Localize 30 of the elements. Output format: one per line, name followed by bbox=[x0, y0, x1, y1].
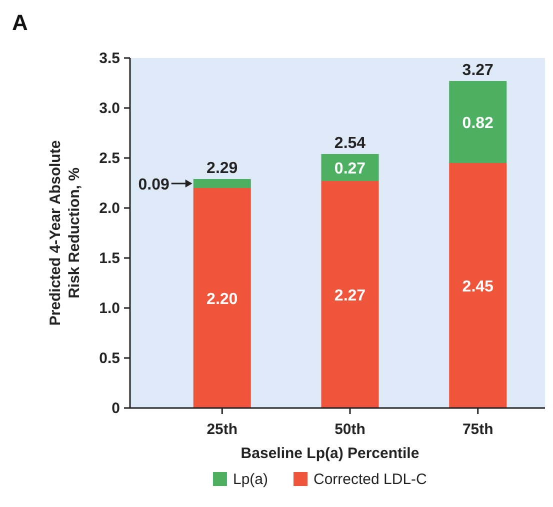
legend-label: Corrected LDL-C bbox=[314, 471, 428, 488]
bar bbox=[449, 81, 507, 163]
x-tick-label: 50th bbox=[334, 421, 366, 438]
data-label: 0.82 bbox=[462, 115, 494, 132]
y-tick-label: 0.5 bbox=[99, 350, 120, 367]
legend-label: Lp(a) bbox=[233, 471, 268, 488]
bar bbox=[321, 154, 379, 181]
y-tick-label: 0 bbox=[112, 400, 120, 417]
data-label: 2.27 bbox=[334, 288, 366, 304]
y-tick-label: 1.5 bbox=[99, 250, 120, 267]
y-axis-title: Predicted 4-Year Absolute Risk Reduction, % bbox=[47, 140, 83, 326]
x-tick-label: 25th bbox=[206, 421, 238, 438]
y-tick-label: 1.0 bbox=[99, 300, 120, 317]
data-label: 0.27 bbox=[334, 160, 366, 178]
y-tick-label: 2.5 bbox=[99, 150, 120, 167]
y-tick-label: 2.0 bbox=[99, 200, 120, 217]
data-label: 2.20 bbox=[206, 291, 238, 308]
x-tick-label: 75th bbox=[462, 421, 494, 438]
y-tick-label: 3.5 bbox=[99, 50, 120, 67]
bar bbox=[449, 163, 507, 408]
chart-title: A bbox=[12, 10, 28, 35]
data-label: 0.09 bbox=[138, 176, 170, 194]
data-label: 2.45 bbox=[462, 278, 494, 296]
bar bbox=[193, 188, 251, 408]
total-label: 3.27 bbox=[462, 62, 494, 79]
total-label: 2.29 bbox=[206, 160, 238, 177]
y-tick-label: 3.0 bbox=[99, 100, 120, 117]
x-axis-title: Baseline Lp(a) Percentile bbox=[240, 445, 420, 462]
total-label: 2.54 bbox=[334, 135, 366, 152]
bar bbox=[321, 181, 379, 408]
